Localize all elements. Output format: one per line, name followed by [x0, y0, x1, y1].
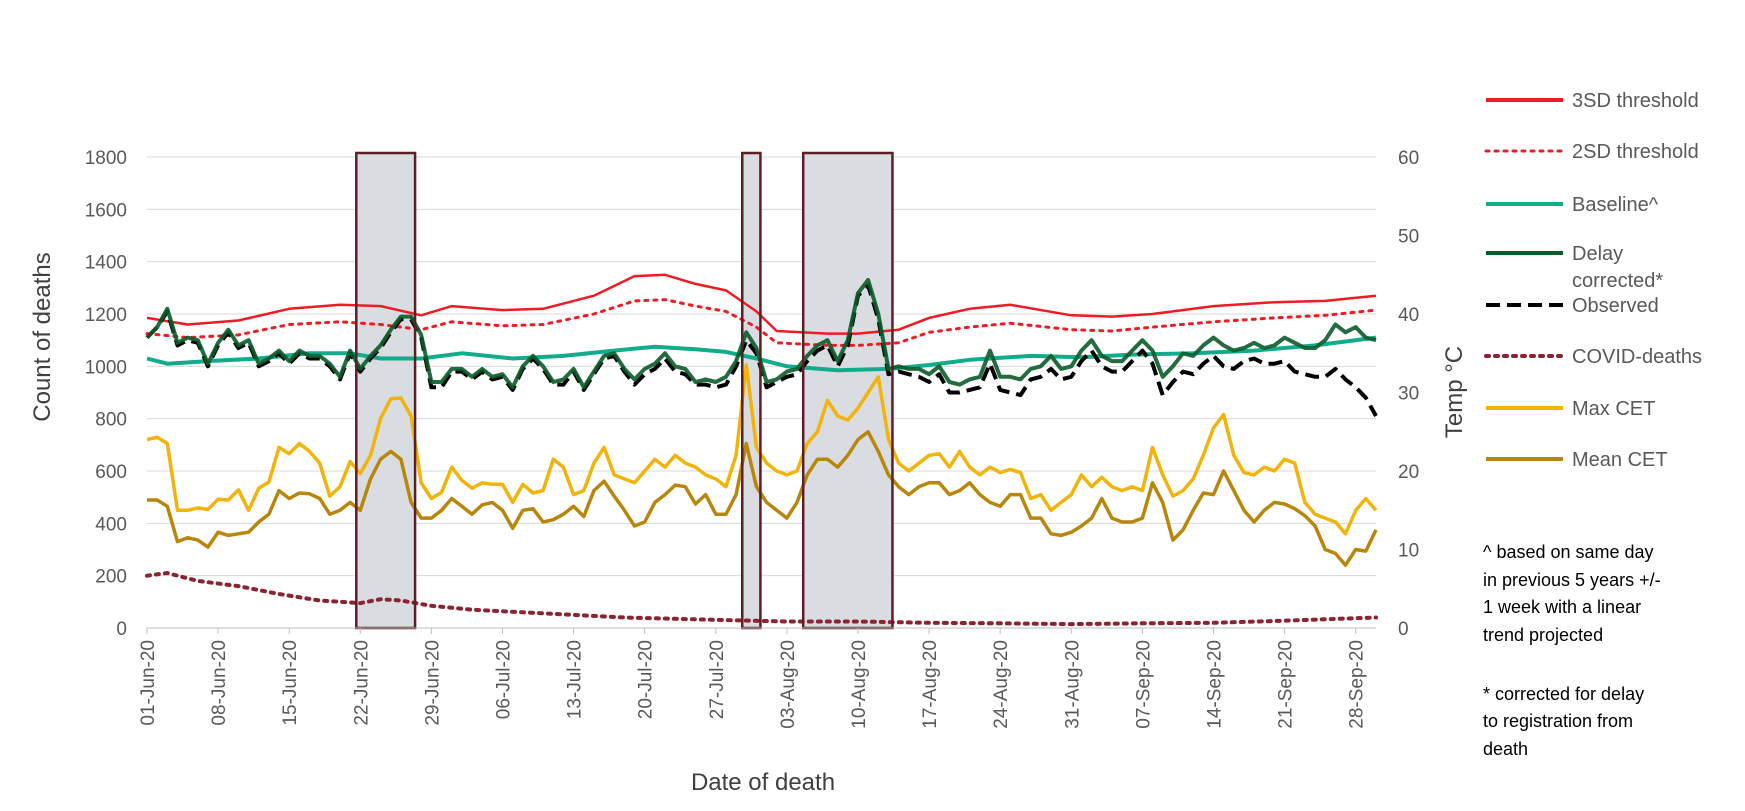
x-tick-label: 06-Jul-20	[493, 640, 514, 719]
heatwave-period-shade	[803, 153, 893, 628]
heatwave-period-shade	[742, 153, 761, 628]
axes: 0 200 400 600 800 1000 1200 1400 1600 1800 0 10 20 30…	[85, 148, 1419, 729]
legend-label: 2SD threshold	[1572, 141, 1699, 163]
legend-label: Delay	[1572, 243, 1623, 265]
x-tick-label: 08-Jun-20	[209, 640, 230, 726]
y2-tick-label: 10	[1398, 541, 1419, 562]
y-tick-label: 1600	[85, 200, 127, 221]
x-tick-label: 15-Jun-20	[280, 640, 301, 726]
footnote-line: death	[1483, 739, 1528, 759]
footnotes: ^ based on same day in previous 5 years +…	[1483, 542, 1661, 759]
footnote-line: in previous 5 years +/-	[1483, 570, 1661, 590]
y-tick-label: 800	[95, 410, 127, 431]
x-tick-label: 03-Aug-20	[778, 640, 799, 729]
footnote-line: 1 week with a linear	[1483, 597, 1641, 617]
x-tick-label: 17-Aug-20	[920, 640, 941, 729]
x-tick-label: 29-Jun-20	[422, 640, 443, 726]
legend-label: Max CET	[1572, 398, 1655, 420]
heatwave-period-shade	[356, 153, 416, 628]
x-tick-label: 20-Jul-20	[636, 640, 657, 719]
x-tick-label: 22-Jun-20	[351, 640, 372, 726]
footnote-line: trend projected	[1483, 625, 1603, 645]
y2-axis-title: Temp °C	[1441, 346, 1468, 438]
y-axis-title: Count of deaths	[29, 252, 56, 421]
x-tick-label: 31-Aug-20	[1062, 640, 1083, 729]
y-tick-label: 1000	[85, 357, 127, 378]
series-line-covid-deaths	[145, 571, 1378, 627]
x-tick-label: 21-Sep-20	[1276, 640, 1297, 729]
y2-tick-label: 30	[1398, 384, 1419, 405]
legend-label: Mean CET	[1572, 449, 1668, 471]
y2-tick-label: 60	[1398, 148, 1419, 169]
y-tick-label: 1200	[85, 305, 127, 326]
series-line-baseline	[146, 335, 1377, 373]
y-tick-label: 0	[116, 619, 127, 640]
x-tick-label: 24-Aug-20	[991, 640, 1012, 729]
legend-label: 3SD threshold	[1572, 90, 1699, 112]
footnote-line: to registration from	[1483, 711, 1633, 731]
x-tick-label: 13-Jul-20	[565, 640, 586, 719]
y-tick-label: 1800	[85, 148, 127, 169]
legend-label: COVID-deaths	[1572, 346, 1702, 368]
y-tick-label: 1400	[85, 253, 127, 274]
y-tick-label: 400	[95, 514, 127, 535]
y2-tick-label: 40	[1398, 305, 1419, 326]
y-tick-label: 200	[95, 567, 127, 588]
heatwave-periods	[356, 153, 893, 628]
x-tick-label: 10-Aug-20	[849, 640, 870, 729]
y2-tick-label: 20	[1398, 462, 1419, 483]
x-tick-label: 14-Sep-20	[1204, 640, 1225, 729]
footnote-line: * corrected for delay	[1483, 684, 1644, 704]
x-tick-label: 28-Sep-20	[1347, 640, 1368, 729]
x-tick-label: 01-Jun-20	[138, 640, 159, 726]
legend: 3SD threshold 2SD threshold Baseline^ Delay…	[1484, 90, 1702, 471]
x-tick-label: 27-Jul-20	[707, 640, 728, 719]
footnote-line: ^ based on same day	[1483, 542, 1654, 562]
x-axis-title: Date of death	[691, 769, 835, 796]
y-tick-label: 600	[95, 462, 127, 483]
y2-tick-label: 50	[1398, 227, 1419, 248]
y2-tick-label: 0	[1398, 619, 1409, 640]
legend-label: Observed	[1572, 295, 1659, 317]
x-tick-label: 07-Sep-20	[1133, 640, 1154, 729]
legend-label: corrected*	[1572, 270, 1663, 292]
legend-label: Baseline^	[1572, 194, 1659, 216]
